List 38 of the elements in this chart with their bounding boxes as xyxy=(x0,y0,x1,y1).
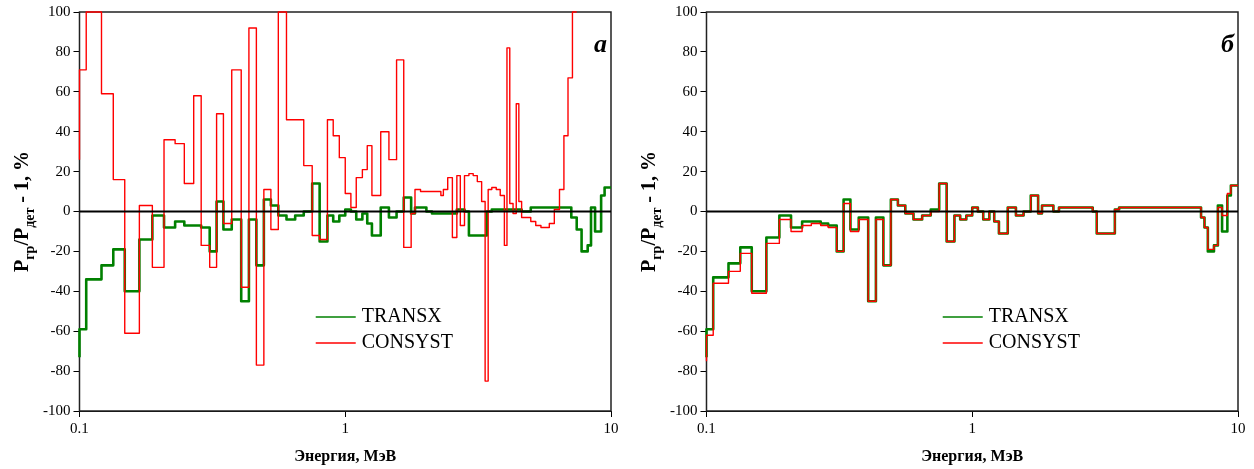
y-tick-label: -20 xyxy=(50,242,71,259)
x-axis-title: Энергия, МэВ xyxy=(294,447,397,465)
y-tick-label: -60 xyxy=(677,322,698,339)
y-tick-label: -20 xyxy=(677,242,698,259)
legend-label: TRANSX xyxy=(988,304,1070,327)
y-axis-title: Pгр/Pдет - 1, % xyxy=(10,151,37,272)
y-tick-label: -100 xyxy=(670,401,698,418)
x-tick-label: 1 xyxy=(968,419,976,436)
y-tick-label: 0 xyxy=(690,202,698,219)
y-tick-label: 20 xyxy=(682,162,698,179)
x-tick-label: 0.1 xyxy=(697,419,716,436)
y-tick-label: -80 xyxy=(50,362,71,379)
y-tick-label: 80 xyxy=(682,42,698,59)
y-tick-label: -40 xyxy=(677,282,698,299)
y-tick-label: 60 xyxy=(55,82,71,99)
x-tick-label: 0.1 xyxy=(70,419,89,436)
y-tick-label: 40 xyxy=(682,122,698,139)
y-tick-label: -100 xyxy=(43,401,71,418)
annotation: a xyxy=(594,28,607,58)
y-tick-label: 100 xyxy=(675,2,698,19)
y-tick-label: -40 xyxy=(50,282,71,299)
y-tick-label: 0 xyxy=(63,202,71,219)
y-axis-title: Pгр/Pдет - 1, % xyxy=(637,151,664,272)
legend-label: CONSYST xyxy=(361,330,453,353)
legend-label: CONSYST xyxy=(988,330,1080,353)
y-tick-label: -60 xyxy=(50,322,71,339)
x-tick-label: 10 xyxy=(1230,419,1246,436)
x-axis-title: Энергия, МэВ xyxy=(921,447,1024,465)
y-tick-label: 40 xyxy=(55,122,71,139)
y-tick-label: -80 xyxy=(677,362,698,379)
legend-label: TRANSX xyxy=(361,304,443,327)
y-tick-label: 20 xyxy=(55,162,71,179)
x-tick-label: 1 xyxy=(341,419,349,436)
y-tick-label: 60 xyxy=(682,82,698,99)
y-tick-label: 80 xyxy=(55,42,71,59)
y-tick-label: 100 xyxy=(48,2,71,19)
annotation: б xyxy=(1221,28,1236,58)
x-tick-label: 10 xyxy=(603,419,619,436)
